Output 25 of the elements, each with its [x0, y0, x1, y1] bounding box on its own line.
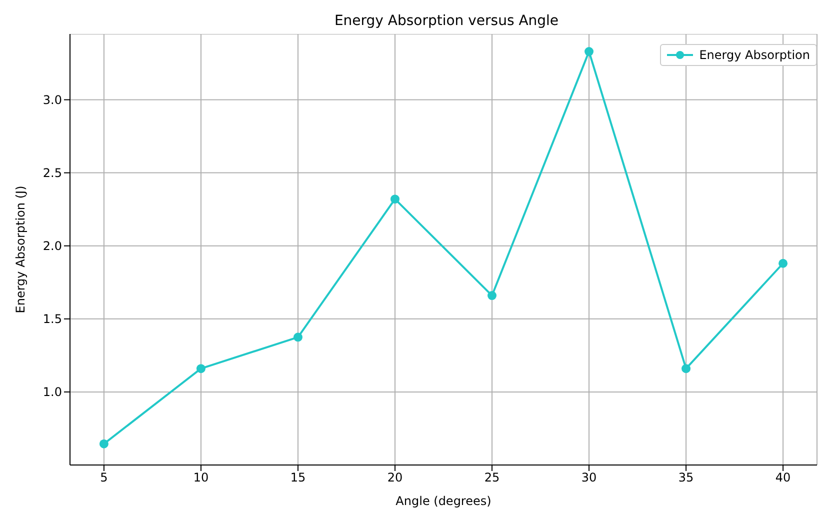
- x-tick-label: 30: [581, 470, 597, 485]
- x-tick-label: 25: [484, 470, 500, 485]
- point: [293, 332, 302, 342]
- y-tick-label: 1.5: [42, 312, 62, 326]
- y-axis-title: Energy Absorption (J): [13, 186, 28, 314]
- x-tick-label: 15: [290, 470, 306, 485]
- y-tick-label: 1.0: [42, 385, 62, 400]
- x-tick-label: 40: [775, 470, 791, 485]
- x-tick-label: 20: [387, 470, 403, 485]
- point: [99, 439, 108, 448]
- x-tick-label: 35: [678, 470, 694, 485]
- y-tick-label: 3.0: [42, 93, 62, 108]
- point: [488, 291, 497, 300]
- legend-label: Energy Absorption: [699, 48, 810, 62]
- point: [584, 47, 594, 56]
- point: [196, 364, 206, 374]
- chart-title: Energy Absorption versus Angle: [333, 12, 560, 31]
- y-tick-label: 2.0: [42, 239, 62, 254]
- y-tick-label: 2.5: [42, 166, 62, 180]
- x-tick-label: 10: [193, 470, 209, 485]
- point: [682, 364, 691, 374]
- point: [390, 194, 400, 204]
- point: [778, 258, 788, 268]
- x-tick-label: 5: [100, 470, 108, 485]
- x-axis-title: Angle (degrees): [396, 494, 492, 508]
